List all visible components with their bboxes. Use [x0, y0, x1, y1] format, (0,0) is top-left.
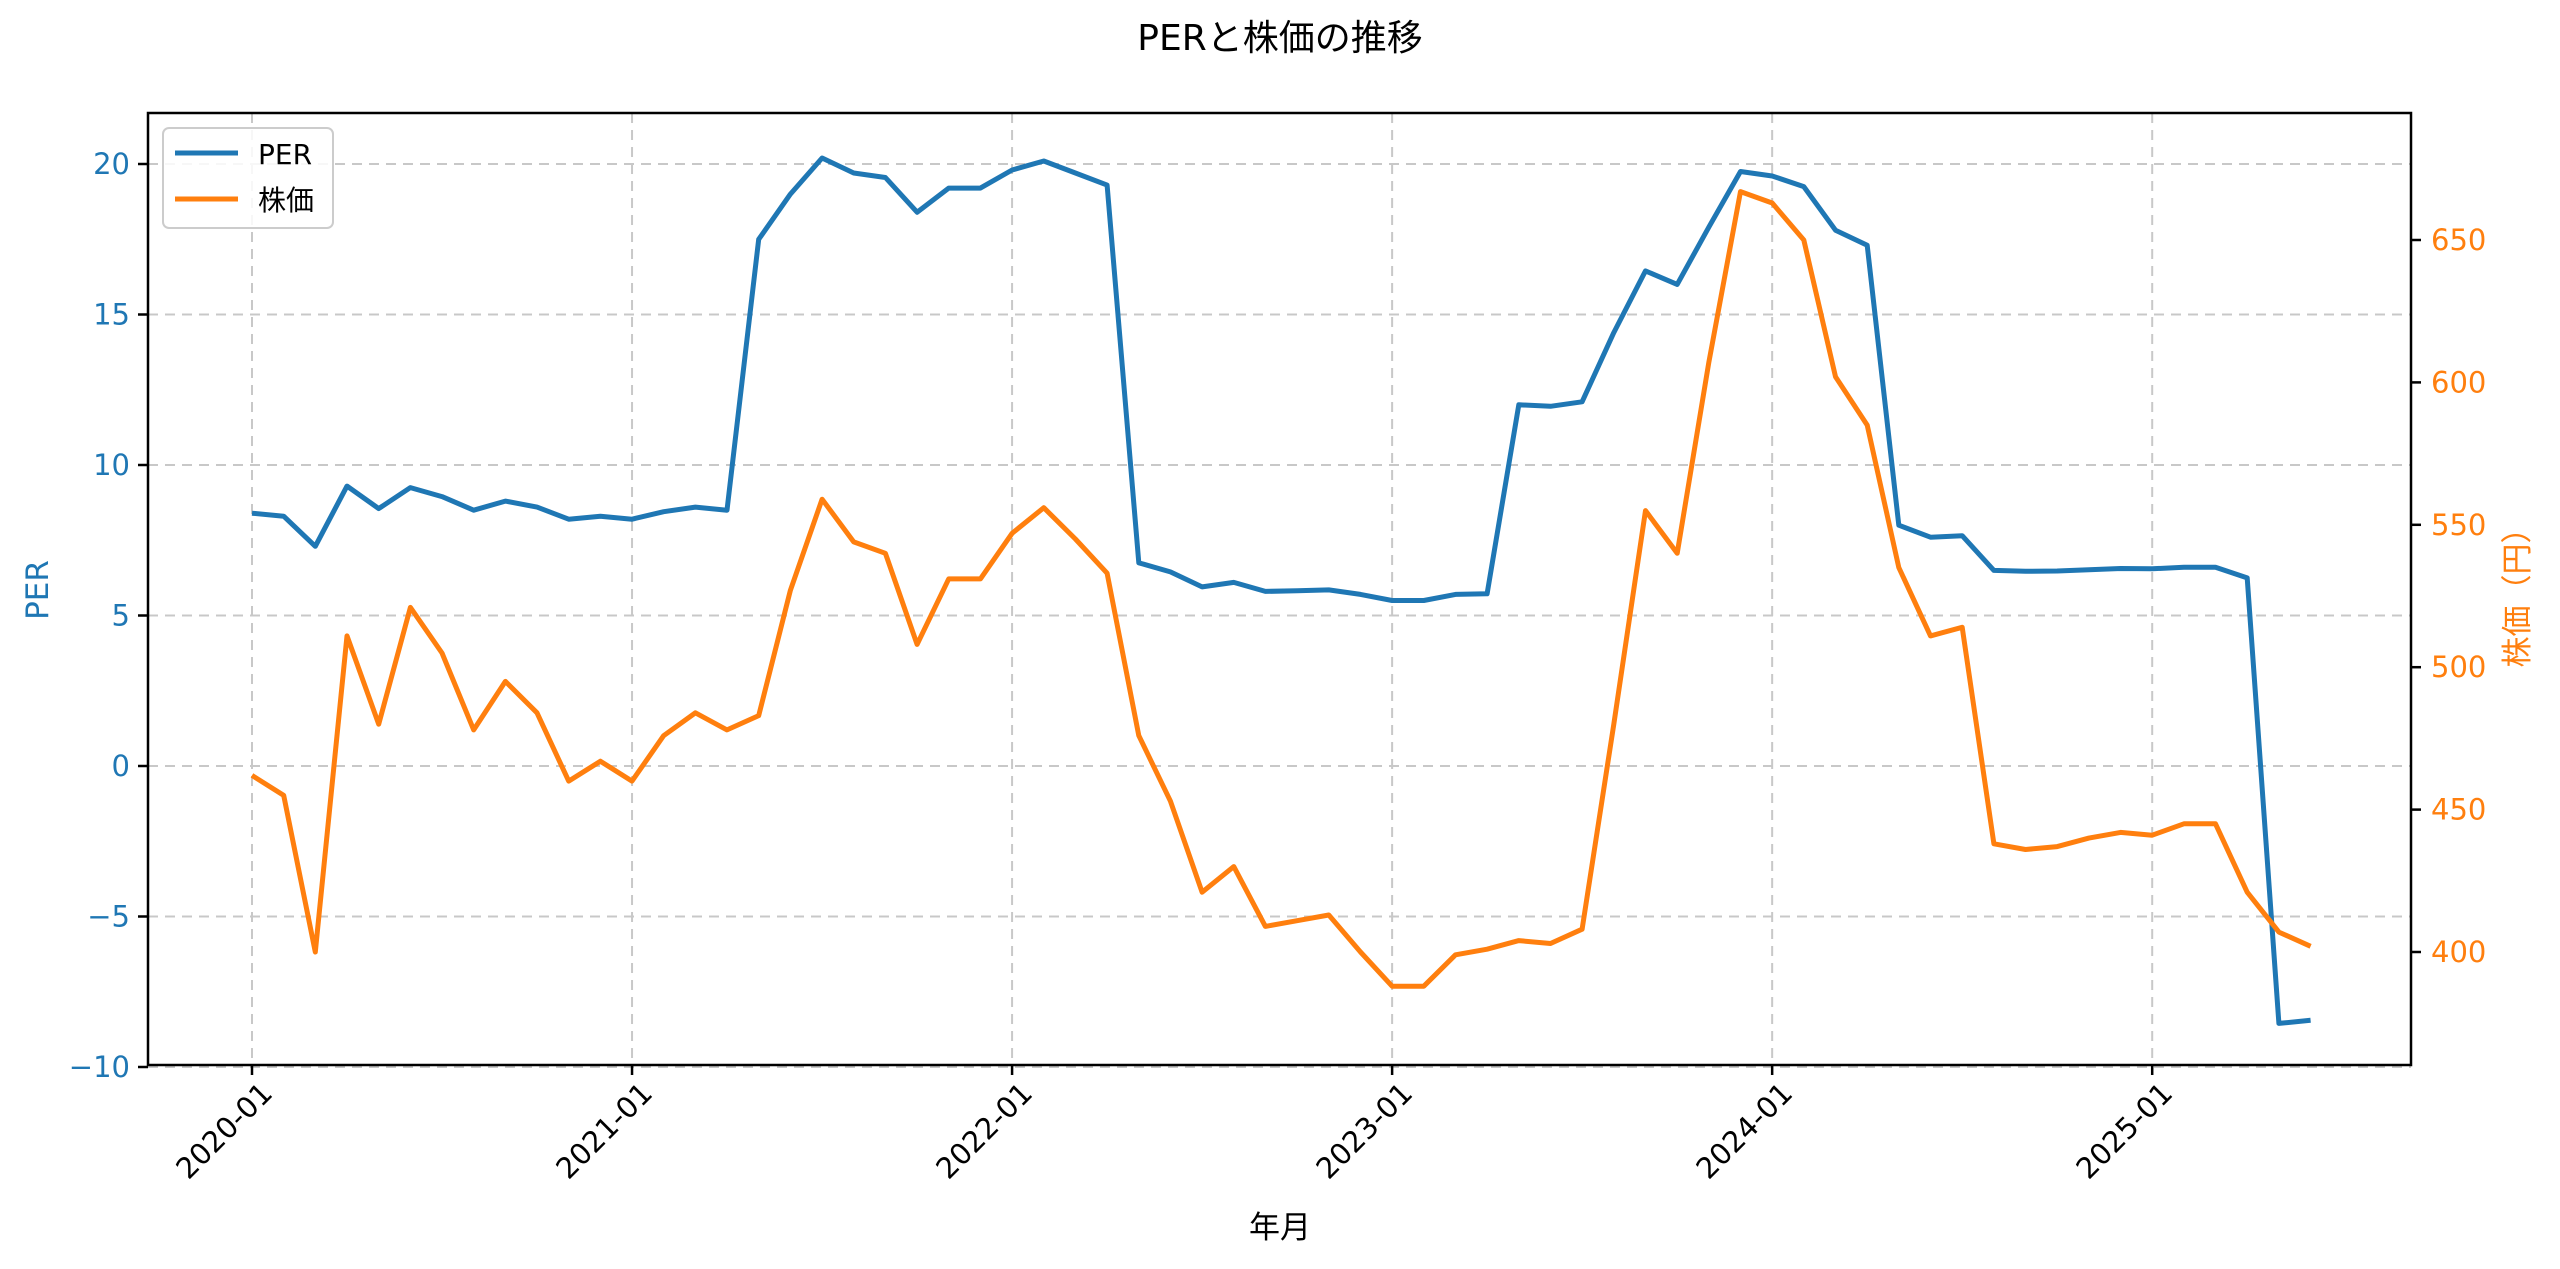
x-tick-label: 2024-01: [1689, 1076, 1799, 1186]
right-axis-label: 株価（円）: [2500, 513, 2536, 668]
left-tick-label: −5: [87, 900, 130, 934]
right-tick-label: 600: [2431, 365, 2486, 399]
right-tick-label: 450: [2431, 793, 2486, 827]
x-axis-ticks: 2020-01 2021-01 2022-01 2023-01 2024-01 2025-…: [169, 1065, 2179, 1186]
left-tick-label: 15: [93, 298, 130, 332]
right-tick-label: 550: [2431, 508, 2486, 542]
left-tick-label: 0: [112, 749, 130, 783]
per-line: [251, 155, 2311, 1026]
x-axis-label: 年月: [1249, 1210, 1311, 1246]
left-tick-label: 10: [93, 448, 130, 482]
legend: PER 株価: [162, 127, 334, 229]
plot-frame: [146, 111, 2413, 1067]
chart-title: PERと株価の推移: [1137, 18, 1422, 59]
x-tick-label: 2023-01: [1309, 1076, 1419, 1186]
left-tick-label: 5: [112, 599, 130, 633]
legend-stock-label: 株価: [258, 184, 314, 217]
legend-per-label: PER: [258, 138, 312, 171]
x-tick-label: 2022-01: [929, 1076, 1039, 1186]
x-tick-label: 2020-01: [169, 1076, 279, 1186]
grid-lines: [148, 113, 2411, 1068]
x-tick-label: 2025-01: [2069, 1076, 2179, 1186]
left-tick-label: 20: [93, 147, 130, 181]
right-tick-label: 400: [2431, 935, 2486, 969]
right-tick-label: 500: [2431, 650, 2486, 684]
x-tick-label: 2021-01: [549, 1076, 659, 1186]
right-tick-label: 650: [2431, 223, 2486, 257]
right-axis-ticks: 400 450 500 550 600 650: [2411, 223, 2486, 969]
left-axis-label: PER: [20, 560, 56, 620]
stock-price-line: [250, 189, 2312, 989]
left-axis-ticks: −10 −5 0 5 10 15 20: [69, 147, 148, 1084]
series-layer: [250, 155, 2312, 1026]
left-tick-label: −10: [69, 1050, 130, 1084]
